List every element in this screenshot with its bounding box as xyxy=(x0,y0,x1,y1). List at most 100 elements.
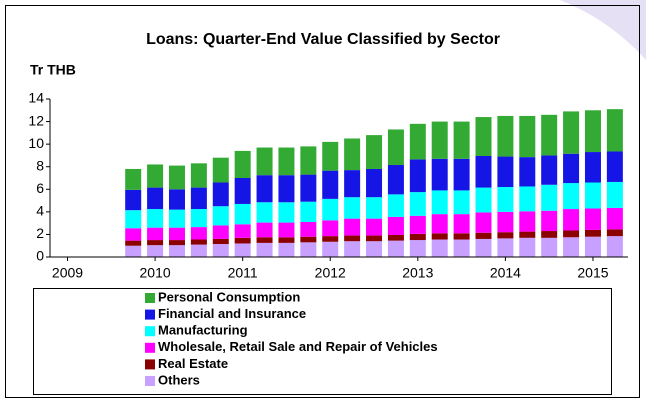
bar-segment xyxy=(387,234,404,241)
y-tick-label: 8 xyxy=(36,157,44,173)
bar-segment xyxy=(168,240,185,246)
y-tick-label: 0 xyxy=(36,248,44,264)
bar-segment xyxy=(497,232,514,239)
legend-swatch xyxy=(145,326,155,337)
bar-segment xyxy=(344,241,361,257)
bar-segment xyxy=(409,123,426,160)
bar-segment xyxy=(409,233,426,241)
bar-segment xyxy=(234,203,251,225)
bar-segment xyxy=(497,211,514,233)
legend-label: Financial and Insurance xyxy=(158,306,306,321)
bar-segment xyxy=(344,218,361,236)
bar-segment xyxy=(147,164,164,188)
bar-segment xyxy=(541,184,558,211)
bar-segment xyxy=(584,236,601,257)
bar-segment xyxy=(168,227,185,241)
bar-segment xyxy=(519,211,536,232)
bar-segment xyxy=(497,156,514,188)
bar-segment xyxy=(366,197,383,219)
y-tick-label: 14 xyxy=(28,90,44,106)
bar-segment xyxy=(234,224,251,238)
bar-segment xyxy=(366,241,383,257)
bar-segment xyxy=(322,170,339,199)
bar-segment xyxy=(212,182,229,207)
bar-segment xyxy=(344,197,361,219)
bar-segment xyxy=(431,214,448,234)
bar-segment xyxy=(300,146,317,175)
bar-segment xyxy=(212,238,229,245)
legend-swatch xyxy=(145,342,155,353)
bar-segment xyxy=(344,170,361,198)
bar-segment xyxy=(519,237,536,257)
legend-swatch xyxy=(145,376,155,386)
bar-segment xyxy=(366,218,383,236)
bar-segment xyxy=(147,245,164,257)
bar-segment xyxy=(322,141,339,171)
bar-segment xyxy=(322,220,339,237)
bar-segment xyxy=(453,190,470,215)
bar-segment xyxy=(606,236,623,257)
bar-segment xyxy=(190,163,207,188)
bar-segment xyxy=(212,225,229,239)
bar-segment xyxy=(606,181,623,208)
corner-decoration xyxy=(560,0,646,60)
legend-box xyxy=(33,288,612,395)
bar-segment xyxy=(563,183,580,210)
bar-segment xyxy=(606,229,623,237)
bar-segment xyxy=(409,159,426,193)
bar-segment xyxy=(584,182,601,209)
x-tick-label: 2014 xyxy=(490,265,521,281)
bar-segment xyxy=(606,109,623,152)
bar-segment xyxy=(366,168,383,198)
bar-segment xyxy=(475,187,492,213)
bar-segment xyxy=(475,238,492,257)
bar-segment xyxy=(234,178,251,204)
legend-label: Personal Consumption xyxy=(158,289,300,304)
bar-segment xyxy=(453,233,470,240)
bar-segment xyxy=(344,235,361,242)
bar-segment xyxy=(453,239,470,257)
bar-segment xyxy=(190,227,207,240)
bar-segment xyxy=(409,192,426,216)
bar-segment xyxy=(431,239,448,257)
bar-segment xyxy=(168,209,185,228)
bar-segment xyxy=(212,157,229,183)
x-tick-label: 2013 xyxy=(402,265,433,281)
bar-segment xyxy=(256,242,273,257)
x-tick-label: 2015 xyxy=(577,265,608,281)
bar-segment xyxy=(475,212,492,233)
bar-segment xyxy=(322,236,339,242)
bar-segment xyxy=(190,187,207,210)
bar-segment xyxy=(431,158,448,191)
bar-segment xyxy=(584,229,601,237)
bar-segment xyxy=(541,210,558,232)
bar-segment xyxy=(366,235,383,242)
bar-segment xyxy=(168,165,185,190)
bar-segment xyxy=(541,231,558,238)
bar-segment xyxy=(190,209,207,228)
bar-segment xyxy=(409,240,426,257)
bar-segment xyxy=(497,115,514,157)
bar-segment xyxy=(519,157,536,187)
bar-segment xyxy=(256,175,273,203)
bar-segment xyxy=(541,155,558,185)
bar-segment xyxy=(475,117,492,156)
bar-segment xyxy=(519,231,536,238)
bar-segment xyxy=(278,147,295,176)
bar-segment xyxy=(278,175,295,203)
legend-label: Real Estate xyxy=(158,356,228,371)
bar-segment xyxy=(519,115,536,158)
x-tick-label: 2009 xyxy=(52,265,83,281)
bar-segment xyxy=(278,237,295,243)
bar-segment xyxy=(322,241,339,257)
y-tick-label: 4 xyxy=(36,203,44,219)
bar-segment xyxy=(125,228,142,241)
legend-swatch xyxy=(145,359,155,370)
legend-label: Wholesale, Retail Sale and Repair of Veh… xyxy=(158,339,438,354)
bar-segment xyxy=(497,238,514,257)
bar-segment xyxy=(256,237,273,243)
bar-segment xyxy=(234,237,251,244)
bar-segment xyxy=(125,240,142,246)
x-tick-label: 2010 xyxy=(140,265,171,281)
